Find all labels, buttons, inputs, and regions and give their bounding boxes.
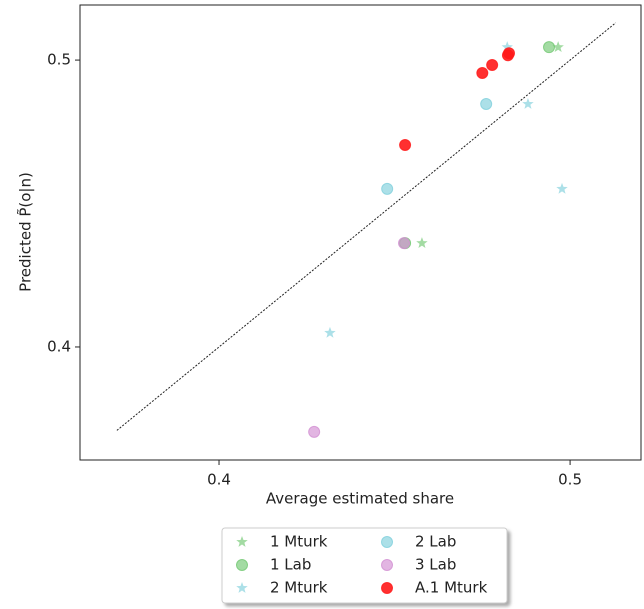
circle-point <box>480 97 493 110</box>
legend-label: 1 Lab <box>270 556 311 574</box>
circle-point <box>308 425 321 438</box>
circle-point <box>398 237 411 250</box>
star-point <box>552 41 564 53</box>
identity-line <box>116 22 617 431</box>
star-point <box>324 326 336 338</box>
legend-label: 2 Lab <box>415 533 456 551</box>
legend-label: 3 Lab <box>415 556 456 574</box>
x-axis-label: Average estimated share <box>266 490 454 508</box>
circle-point <box>476 66 489 79</box>
y-tick-label: 0.4 <box>47 337 71 355</box>
legend-label: 2 Mturk <box>270 579 328 597</box>
legend-frame <box>221 527 508 604</box>
circle-point <box>503 47 515 60</box>
legend-marker <box>381 559 393 571</box>
legend-marker <box>381 582 393 594</box>
legend-marker <box>381 536 393 548</box>
legend-marker <box>236 559 248 571</box>
legend-marker <box>236 582 248 593</box>
plot-frame <box>79 4 642 461</box>
star-point <box>501 41 513 53</box>
circle-point <box>381 182 394 195</box>
circle-point <box>486 58 499 71</box>
star-point <box>416 237 428 248</box>
star-point <box>556 182 568 194</box>
x-tick-label: 0.5 <box>558 471 582 489</box>
circle-point <box>543 41 556 54</box>
y-tick-label: 0.5 <box>47 51 71 69</box>
star-point <box>522 97 534 109</box>
circle-point <box>399 139 412 151</box>
legend-marker <box>236 536 248 547</box>
x-tick-label: 0.4 <box>207 471 231 489</box>
legend-label: 1 Mturk <box>270 533 328 551</box>
legend-label: A.1 Mturk <box>415 579 488 597</box>
y-axis-label: Predicted P̃(o|n) <box>16 172 35 292</box>
